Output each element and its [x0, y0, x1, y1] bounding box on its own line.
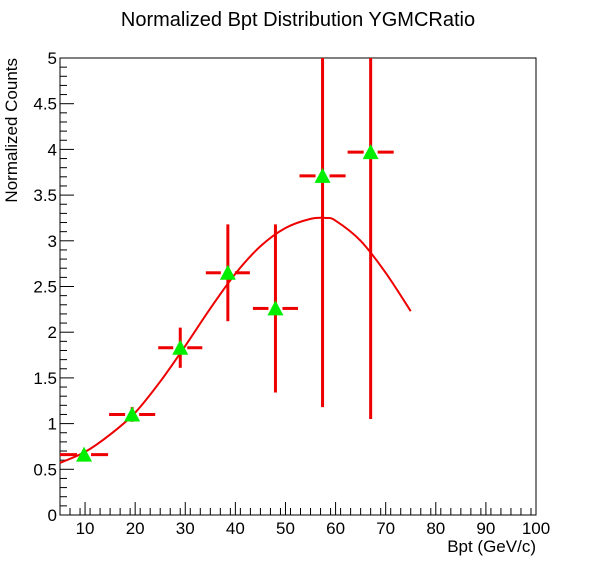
- data-point-marker: [314, 167, 331, 183]
- x-tick-label: 20: [126, 519, 145, 538]
- x-axis-label: Bpt (GeV/c): [447, 537, 536, 556]
- x-tick-label: 10: [76, 519, 95, 538]
- error-bar: [347, 58, 394, 420]
- x-tick-label: 100: [522, 519, 550, 538]
- axis-ticks: [59, 57, 537, 516]
- y-axis-label: Normalized Counts: [2, 58, 21, 203]
- y-tick-label: 1: [48, 415, 57, 434]
- y-tick-label: 1.5: [33, 369, 57, 388]
- y-tick-label: 3.5: [33, 186, 57, 205]
- data-point-marker: [362, 144, 379, 160]
- axis-tick-labels: 10 20 30 40 50 60 70 80 90 100 0 0.5 1 1.5 2 2.5 3 3.5 4 4.…: [33, 49, 550, 538]
- y-tick-label: 4.5: [33, 95, 57, 114]
- y-tick-label: 4: [48, 140, 57, 159]
- x-tick-label: 40: [226, 519, 245, 538]
- chart-title: Normalized Bpt Distribution YGMCRatio: [121, 9, 475, 31]
- y-tick-label: 5: [48, 49, 57, 68]
- x-tick-label: 70: [376, 519, 395, 538]
- data-point-marker: [124, 406, 141, 422]
- y-tick-label: 2: [48, 323, 57, 342]
- y-tick-label: 3: [48, 232, 57, 251]
- data-point-marker: [172, 339, 189, 355]
- x-tick-label: 80: [426, 519, 445, 538]
- data-markers: [76, 144, 379, 462]
- data-point-marker: [76, 446, 93, 462]
- y-tick-label: 0: [48, 506, 57, 525]
- error-bar: [299, 58, 346, 408]
- y-tick-label: 0.5: [33, 460, 57, 479]
- plot-frame: [59, 57, 537, 516]
- data-point-marker: [219, 264, 236, 280]
- x-tick-label: 60: [326, 519, 345, 538]
- fit-curve: [59, 216, 412, 464]
- data-point-marker: [267, 300, 284, 316]
- y-tick-label: 2.5: [33, 278, 57, 297]
- x-tick-label: 90: [476, 519, 495, 538]
- x-tick-label: 30: [176, 519, 195, 538]
- x-tick-label: 50: [276, 519, 295, 538]
